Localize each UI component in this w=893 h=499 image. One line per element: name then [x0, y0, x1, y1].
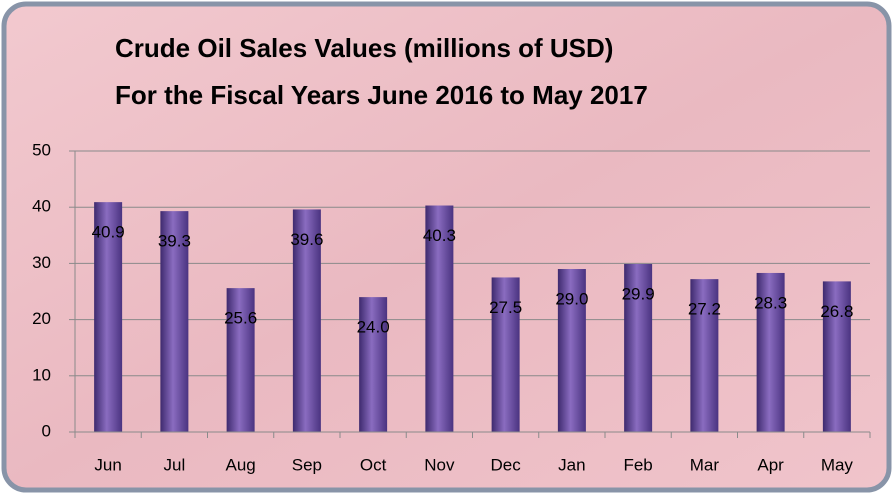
bar — [690, 279, 719, 432]
data-label: 39.6 — [290, 230, 323, 249]
y-tick-label: 40 — [32, 197, 51, 216]
bar — [756, 272, 785, 432]
bar — [94, 202, 123, 432]
data-label: 40.9 — [92, 223, 125, 242]
bar — [359, 297, 388, 432]
bar — [292, 209, 321, 432]
data-label: 29.0 — [555, 290, 588, 309]
y-tick-label: 50 — [32, 140, 51, 159]
data-label: 24.0 — [357, 318, 390, 337]
x-tick-label: Jun — [94, 455, 121, 474]
x-tick-label: May — [821, 455, 854, 474]
data-label: 25.6 — [224, 309, 257, 328]
bar — [226, 288, 255, 432]
x-tick-label: Aug — [226, 455, 256, 474]
bar — [822, 281, 851, 432]
y-tick-label: 0 — [42, 421, 51, 440]
x-tick-label: Jul — [164, 455, 186, 474]
data-label: 40.3 — [423, 226, 456, 245]
chart-title: Crude Oil Sales Values (millions of USD) — [115, 33, 613, 63]
x-tick-label: Sep — [292, 455, 322, 474]
data-label: 29.9 — [622, 284, 655, 303]
bar — [491, 277, 520, 432]
data-label: 26.8 — [820, 302, 853, 321]
x-tick-label: Nov — [424, 455, 455, 474]
bar — [624, 263, 653, 432]
data-label: 28.3 — [754, 293, 787, 312]
y-tick-label: 30 — [32, 253, 51, 272]
bar — [425, 205, 454, 432]
x-tick-label: Apr — [757, 455, 784, 474]
x-tick-label: Mar — [690, 455, 720, 474]
x-tick-label: Dec — [491, 455, 522, 474]
data-label: 27.2 — [688, 300, 721, 319]
x-tick-label: Feb — [623, 455, 652, 474]
chart-title: For the Fiscal Years June 2016 to May 20… — [115, 80, 648, 110]
bar — [557, 269, 586, 432]
data-label: 39.3 — [158, 232, 191, 251]
y-tick-label: 10 — [32, 365, 51, 384]
x-tick-label: Oct — [360, 455, 387, 474]
x-tick-label: Jan — [558, 455, 585, 474]
data-label: 27.5 — [489, 298, 522, 317]
bar — [160, 211, 189, 432]
y-tick-label: 20 — [32, 309, 51, 328]
